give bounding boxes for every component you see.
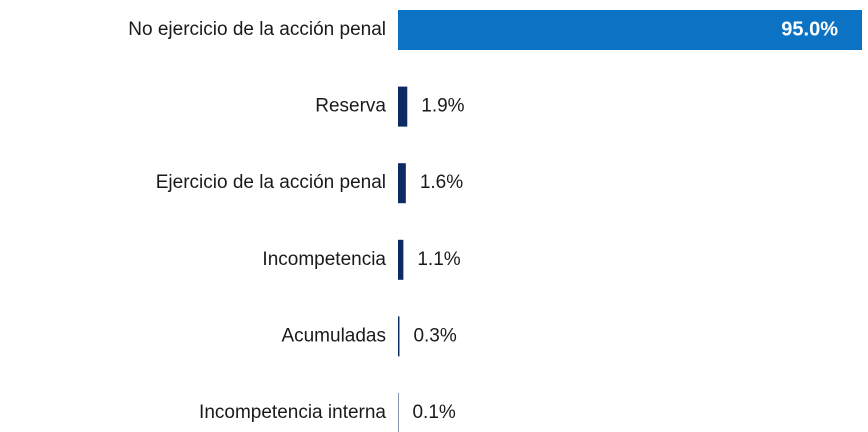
- category-label: Incompetencia: [262, 249, 386, 270]
- value-label: 1.6%: [420, 172, 463, 193]
- category-label: Ejercicio de la acción penal: [156, 172, 386, 193]
- category-label: No ejercicio de la acción penal: [128, 19, 386, 40]
- bar: [398, 239, 404, 280]
- value-label: 0.1%: [412, 402, 455, 423]
- category-label: Acumuladas: [281, 325, 386, 346]
- bar: [398, 86, 408, 127]
- value-label: 1.9%: [421, 96, 464, 117]
- value-label: 95.0%: [781, 18, 838, 40]
- bar: [398, 163, 406, 204]
- bar: [398, 316, 400, 357]
- value-label: 1.1%: [417, 249, 460, 270]
- value-label: 0.3%: [413, 325, 456, 346]
- category-label: Reserva: [315, 96, 386, 117]
- bar: [398, 10, 862, 50]
- category-label: Incompetencia interna: [199, 402, 386, 423]
